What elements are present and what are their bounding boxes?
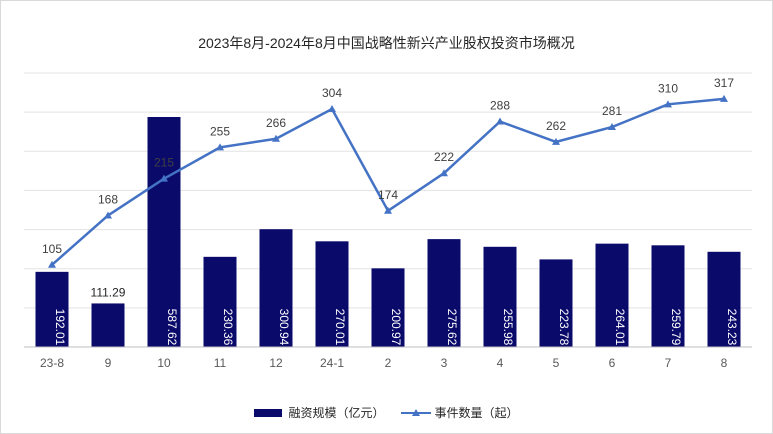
bar-data-label: 255.98 — [501, 309, 515, 346]
bar-data-label: 200.97 — [389, 309, 403, 346]
line-data-label: 215 — [154, 156, 174, 170]
x-tick-label: 24-1 — [320, 356, 344, 370]
line-data-label: 262 — [546, 119, 566, 133]
bar-data-label: 264.01 — [613, 309, 627, 346]
line-data-label: 304 — [322, 86, 342, 100]
line-point-5 — [552, 137, 560, 145]
legend-item-line: 事件数量（起） — [400, 404, 519, 421]
line-point-24-1 — [328, 105, 336, 113]
bar-7 — [651, 245, 685, 347]
line-point-8 — [720, 94, 728, 102]
bar-9 — [91, 303, 125, 347]
bar-4 — [483, 246, 517, 347]
grid-lines — [24, 72, 752, 309]
x-tick-label: 7 — [665, 356, 672, 370]
x-tick-label: 2 — [385, 356, 392, 370]
line-series — [48, 94, 728, 268]
data-labels: 105 168 215 255 266 304 174 222 288 262 281 310 317 1… — [42, 76, 739, 346]
bar-5 — [539, 259, 573, 347]
bar-12 — [259, 229, 293, 347]
bar-11 — [203, 256, 237, 347]
chart-title: 2023年8月-2024年8月中国战略性新兴产业股权投资市场概况 — [198, 35, 575, 51]
line-data-label: 281 — [602, 104, 622, 118]
line-data-label: 317 — [714, 76, 734, 90]
legend-bar-swatch — [254, 408, 283, 417]
line-point-3 — [440, 169, 448, 177]
line-point-9 — [104, 211, 112, 219]
bar-23-8 — [35, 271, 69, 347]
bar-10 — [147, 116, 181, 347]
x-tick-label: 11 — [214, 356, 227, 370]
line-data-label: 168 — [98, 192, 118, 206]
x-tick-label: 10 — [157, 356, 171, 370]
bar-data-label: 223.78 — [557, 309, 571, 346]
bar-data-label: 243.23 — [725, 309, 739, 346]
legend-bar-label: 融资规模（亿元） — [288, 406, 385, 420]
line-data-label: 255 — [210, 124, 230, 138]
line-point-6 — [608, 123, 616, 131]
x-tick-label: 6 — [609, 356, 616, 370]
line-data-label: 105 — [42, 242, 62, 256]
x-tick-label: 5 — [553, 356, 560, 370]
line-point-23-8 — [48, 260, 56, 268]
x-tick-label: 4 — [497, 356, 504, 370]
bar-data-label: 270.01 — [333, 309, 347, 346]
bar-2 — [371, 268, 405, 347]
x-axis: 23-8 9 10 11 12 24-1 2 3 4 5 6 7 8 — [24, 346, 752, 370]
bar-8 — [707, 251, 741, 347]
legend-line-label: 事件数量（起） — [434, 406, 519, 420]
line-point-2 — [384, 206, 392, 214]
bar-data-label: 230.36 — [221, 309, 235, 346]
bar-6 — [595, 243, 629, 347]
line-point-11 — [216, 143, 224, 151]
legend: 融资规模（亿元） 事件数量（起） — [0, 404, 773, 421]
x-tick-label: 8 — [721, 356, 728, 370]
bar-3 — [427, 239, 461, 347]
line-point-10 — [160, 174, 168, 182]
bar-data-label: 192.01 — [53, 309, 67, 346]
legend-line-swatch — [400, 408, 431, 416]
bar-data-label: 111.29 — [91, 285, 126, 299]
line-point-4 — [496, 117, 504, 125]
bar-series — [35, 116, 741, 347]
line-data-label: 222 — [434, 150, 454, 164]
line-data-label: 310 — [658, 81, 678, 95]
line-data-label: 174 — [378, 188, 398, 202]
x-tick-label: 23-8 — [40, 356, 64, 370]
line-point-12 — [272, 134, 280, 142]
x-tick-label: 3 — [441, 356, 448, 370]
x-tick-label: 9 — [105, 356, 112, 370]
line-point-7 — [664, 100, 672, 108]
bar-data-label: 300.94 — [277, 309, 291, 346]
x-tick-label: 12 — [269, 356, 283, 370]
bar-data-label: 275.62 — [445, 309, 459, 346]
bar-data-label: 587.62 — [165, 309, 179, 346]
line-data-label: 288 — [490, 99, 510, 113]
legend-item-bar: 融资规模（亿元） — [254, 404, 385, 421]
bar-data-label: 259.79 — [669, 309, 683, 346]
bar-24-1 — [315, 241, 349, 347]
line-data-label: 266 — [266, 116, 286, 130]
